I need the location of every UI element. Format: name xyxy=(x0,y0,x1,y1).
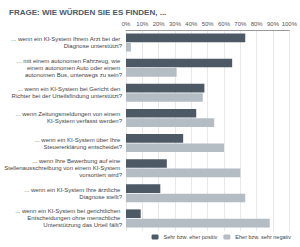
svg-text:Diagnose unterstützt?: Diagnose unterstützt? xyxy=(64,43,123,49)
svg-text:Eher bzw. sehr negativ: Eher bzw. sehr negativ xyxy=(235,234,291,240)
svg-text:50%: 50% xyxy=(202,21,215,27)
svg-text:40%: 40% xyxy=(185,21,198,27)
svg-text:0%: 0% xyxy=(122,21,131,27)
svg-text:... wenn Ihre Bewerbung auf ei: ... wenn Ihre Bewerbung auf eine xyxy=(32,158,122,164)
svg-text:Stellenausschreibung von einem: Stellenausschreibung von einem KI-System xyxy=(4,165,122,171)
svg-text:KI-System verfasst werden?: KI-System verfasst werden? xyxy=(47,118,123,124)
svg-text:70%: 70% xyxy=(234,21,247,27)
svg-text:autonomen Bus, unterwegs zu se: autonomen Bus, unterwegs zu sein? xyxy=(25,72,123,78)
svg-text:20%: 20% xyxy=(153,21,166,27)
svg-text:... wenn ein KI-System Ihrem A: ... wenn ein KI-System Ihrem Arzt bei de… xyxy=(11,36,122,42)
svg-text:... wenn ein KI-System bei ger: ... wenn ein KI-System bei gerichtlichen xyxy=(15,208,122,214)
svg-text:Entscheidungen ohne menschlich: Entscheidungen ohne menschliche xyxy=(27,215,122,221)
svg-text:... wenn ein KI-System bei Ger: ... wenn ein KI-System bei Gericht den xyxy=(18,86,122,92)
svg-text:Richter bei der Urteilsfindung: Richter bei der Urteilsfindung unterstüt… xyxy=(12,93,123,99)
svg-text:... wenn ein KI-System über Ih: ... wenn ein KI-System über Ihre xyxy=(35,137,122,143)
svg-text:100%: 100% xyxy=(282,21,298,27)
svg-text:... wenn ein KI-System Ihre är: ... wenn ein KI-System Ihre ärztliche xyxy=(24,187,122,193)
svg-text:Diagnose stellt?: Diagnose stellt? xyxy=(79,194,122,200)
svg-text:80%: 80% xyxy=(251,21,264,27)
svg-text:vorsortiert wird?: vorsortiert wird? xyxy=(79,172,122,178)
svg-text:... wenn Zeitungsmeldungen von: ... wenn Zeitungsmeldungen von einem xyxy=(16,111,122,117)
svg-text:... mit einem autonomen Fahrze: ... mit einem autonomen Fahrzeug, wie xyxy=(17,58,122,64)
svg-text:Steuererklärung entscheidet?: Steuererklärung entscheidet? xyxy=(44,144,123,150)
svg-text:60%: 60% xyxy=(218,21,231,27)
svg-text:10%: 10% xyxy=(136,21,149,27)
svg-text:Unterstützung das Urteil fällt: Unterstützung das Urteil fällt? xyxy=(43,222,122,228)
svg-text:einem autonomen Auto oder eine: einem autonomen Auto oder einem xyxy=(27,65,122,71)
svg-text:90%: 90% xyxy=(267,21,280,27)
svg-text:FRAGE: WIE WÜRDEN SIE ES FINDE: FRAGE: WIE WÜRDEN SIE ES FINDEN, ... xyxy=(9,8,166,17)
svg-text:30%: 30% xyxy=(169,21,182,27)
svg-text:Sehr bzw. eher positiv: Sehr bzw. eher positiv xyxy=(164,234,218,240)
